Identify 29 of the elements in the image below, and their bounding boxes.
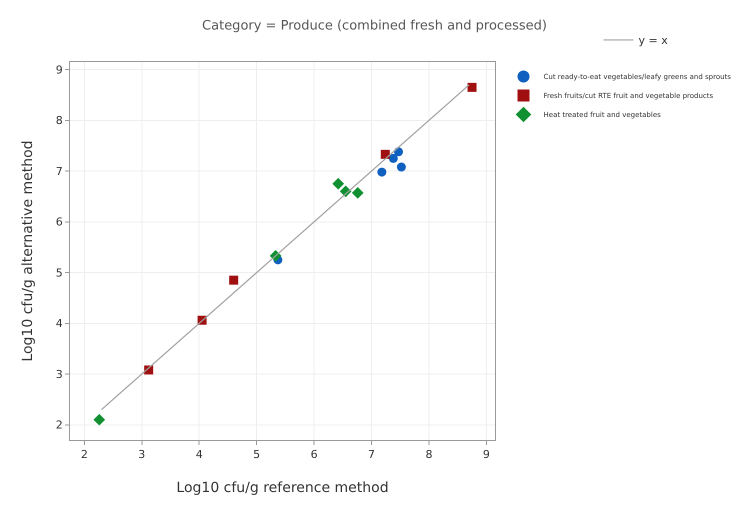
y-tick-label: 8 xyxy=(56,114,63,128)
x-axis-title: Log10 cfu/g reference method xyxy=(176,480,389,496)
y-tick-label: 9 xyxy=(56,63,63,76)
point xyxy=(229,276,238,285)
point xyxy=(332,178,344,190)
x-tick-label: 8 xyxy=(425,448,432,462)
point xyxy=(388,154,398,163)
x-tick-label: 5 xyxy=(253,448,260,462)
y-tick-label: 3 xyxy=(56,368,63,381)
y-axis-title: Log10 cfu/g alternative method xyxy=(20,140,36,362)
x-tick-label: 4 xyxy=(196,448,203,462)
y-tick-label: 7 xyxy=(56,164,63,178)
point xyxy=(380,150,390,159)
point xyxy=(352,187,364,199)
x-tick-label: 9 xyxy=(482,448,490,462)
chart-title: Category = Produce (combined fresh and processed) xyxy=(202,18,547,34)
y-tick-label: 6 xyxy=(56,216,63,229)
y-tick-label: 2 xyxy=(56,418,63,432)
x-tick-label: 6 xyxy=(310,448,318,462)
x-tick-label: 7 xyxy=(368,448,376,462)
point xyxy=(93,414,106,426)
point xyxy=(396,162,406,172)
y-tick-label: 5 xyxy=(56,266,63,280)
x-tick-label: 3 xyxy=(138,448,146,462)
y-tick-label: 4 xyxy=(56,317,63,330)
point xyxy=(377,168,386,177)
legend-label: y = x xyxy=(638,34,668,48)
point xyxy=(468,82,477,92)
x-tick-label: 2 xyxy=(80,448,88,462)
